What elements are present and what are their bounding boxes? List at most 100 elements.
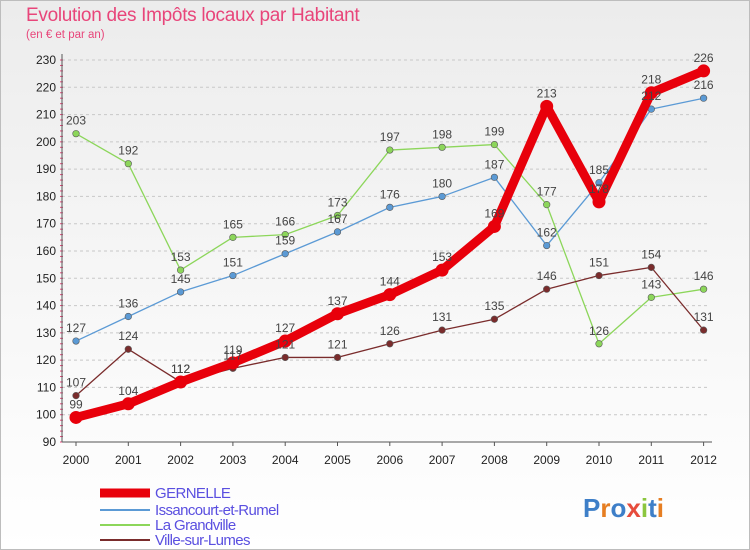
legend-label-gernelle: GERNELLE [155,485,231,502]
data-label-issancourt-et-rumel-2006: 176 [380,187,400,201]
point-issancourt-et-rumel-2009 [543,241,551,250]
data-label-la-grandville-2001: 192 [118,144,138,158]
legend-label-issancourt-et-rumel: Issancourt-et-Rumel [155,502,279,519]
data-labels: 99 104 112 119 127 137 144 153 169 213 178 218 226 12… [66,51,714,412]
data-label-la-grandville-2007: 198 [432,127,452,141]
y-tick-label-100: 100 [36,408,56,422]
y-tick-label-210: 210 [36,108,56,122]
x-tick-label-2008: 2008 [481,453,508,467]
point-la-grandville-2005 [333,211,342,220]
point-ville-sur-lumes-2012 [699,326,708,334]
point-ville-sur-lumes-2000 [72,392,80,400]
point-la-grandville-2002 [177,266,185,274]
data-label-gernelle-2000: 99 [69,397,83,411]
data-label-la-grandville-2012: 146 [694,269,714,283]
data-label-la-grandville-2006: 197 [380,130,400,144]
y-tick-label-130: 130 [36,326,56,340]
data-label-gernelle-2003: 119 [223,343,242,357]
point-issancourt-et-rumel-2010 [595,179,603,187]
point-gernelle-2006 [383,288,397,302]
point-issancourt-et-rumel-2012 [699,94,708,102]
point-la-grandville-2000 [72,130,80,138]
y-tick-label-120: 120 [36,353,56,367]
y-tick-label-140: 140 [36,299,56,313]
logo-letter: i [641,493,648,523]
point-issancourt-et-rumel-2003 [229,271,237,280]
point-gernelle-2001 [121,397,135,411]
data-label-ville-sur-lumes-2007: 131 [432,310,452,324]
data-label-ville-sur-lumes-2012: 131 [694,310,714,324]
data-label-gernelle-2007: 153 [432,250,452,264]
data-label-gernelle-2011: 218 [641,73,661,87]
point-gernelle-2003 [226,356,240,370]
legend-label-la-grandville: La Grandville [155,517,236,534]
y-tick-label-90: 90 [43,435,57,449]
data-label-gernelle-2008: 169 [484,206,504,220]
point-ville-sur-lumes-2004 [281,353,289,362]
data-label-issancourt-et-rumel-2009: 162 [537,226,557,240]
point-ville-sur-lumes-2009 [543,285,551,293]
x-tick-label-2006: 2006 [376,453,403,467]
data-label-la-grandville-2009: 177 [537,185,557,199]
data-label-gernelle-2004: 127 [275,321,295,335]
grid [62,59,708,443]
data-label-issancourt-et-rumel-2011: 212 [641,89,661,103]
point-gernelle-2010 [592,195,606,209]
point-gernelle-2012 [697,64,711,78]
y-tick-label-110: 110 [37,380,56,394]
y-tick-label-200: 200 [36,135,56,149]
x-tick-label-2002: 2002 [167,453,194,467]
x-tick-label-2001: 2001 [115,453,142,467]
point-issancourt-et-rumel-2007 [438,192,446,201]
series-lines [69,64,711,424]
legend-label-ville-sur-lumes: Ville-sur-Lumes [155,532,250,549]
data-label-gernelle-2005: 137 [327,294,347,308]
point-gernelle-2007 [435,263,449,277]
data-label-issancourt-et-rumel-2008: 187 [484,157,504,171]
data-label-ville-sur-lumes-2001: 124 [118,329,138,343]
x-tick-label-2005: 2005 [324,453,351,467]
point-issancourt-et-rumel-2005 [333,228,342,236]
point-gernelle-2005 [331,307,344,321]
data-label-gernelle-2001: 104 [118,384,138,398]
point-issancourt-et-rumel-2004 [281,250,289,258]
data-label-issancourt-et-rumel-2002: 145 [171,272,191,286]
data-label-issancourt-et-rumel-2012: 216 [694,78,714,92]
logo-letter: x [626,493,641,523]
data-label-ville-sur-lumes-2005: 121 [327,337,347,351]
data-label-issancourt-et-rumel-2010: 185 [589,163,609,177]
data-label-la-grandville-2002: 153 [171,250,191,264]
axes: 90 100 110 120 130 140 150 160 170 180 190 200 210 22… [36,53,717,467]
y-tick-label-230: 230 [36,53,56,67]
data-label-gernelle-2002: 112 [171,362,190,376]
x-tick-label-2009: 2009 [533,453,560,467]
point-la-grandville-2004 [281,231,289,239]
data-label-issancourt-et-rumel-2005: 167 [327,212,347,226]
point-gernelle-2008 [487,219,501,233]
data-label-la-grandville-2011: 143 [641,277,661,291]
logo-letter: r [600,493,610,523]
x-tick-label-2004: 2004 [272,453,299,467]
point-ville-sur-lumes-2005 [333,353,342,362]
y-tick-label-170: 170 [36,217,56,231]
data-label-issancourt-et-rumel-2001: 136 [118,296,138,310]
data-label-issancourt-et-rumel-2004: 159 [275,234,295,248]
point-la-grandville-2008 [490,140,499,149]
chart-title: Evolution des Impôts locaux par Habitant [26,5,360,26]
point-gernelle-2009 [540,99,554,113]
point-issancourt-et-rumel-2006 [386,203,394,211]
point-ville-sur-lumes-2006 [386,340,394,348]
data-label-la-grandville-2010: 126 [589,324,609,338]
point-gernelle-2002 [174,375,188,389]
y-tick-label-220: 220 [36,80,56,94]
point-gernelle-2000 [69,410,83,424]
data-label-ville-sur-lumes-2004: 121 [275,337,295,351]
point-la-grandville-2006 [386,146,394,154]
chart-subtitle: (en € et par an) [26,29,105,41]
x-tick-label-2000: 2000 [63,453,90,467]
point-gernelle-2004 [278,334,292,348]
data-label-issancourt-et-rumel-2003: 151 [223,256,243,270]
y-tick-label-190: 190 [36,162,56,176]
